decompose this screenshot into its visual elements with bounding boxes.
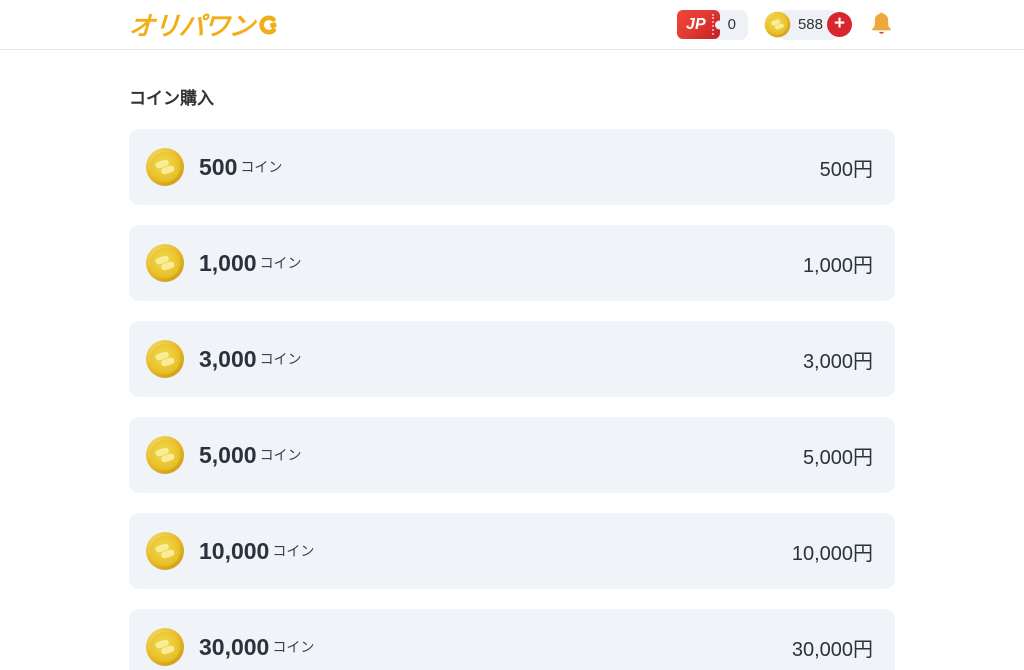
coin-icon xyxy=(145,627,185,667)
main-content: コイン購入 500 コイン 500円 xyxy=(129,84,895,670)
coin-amount: 5,000 xyxy=(199,441,257,468)
coin-icon xyxy=(764,11,791,38)
coin-package-row[interactable]: 500 コイン 500円 xyxy=(129,129,895,205)
coin-unit-label: コイン xyxy=(272,543,315,559)
coin-icon xyxy=(145,339,185,379)
package-price: 1,000円 xyxy=(802,254,873,277)
coin-icon xyxy=(145,435,185,475)
coin-unit-label: コイン xyxy=(259,447,302,463)
logo-paw-icon xyxy=(258,15,278,35)
coin-unit-label: コイン xyxy=(259,351,302,367)
coin-package-row[interactable]: 10,000 コイン 10,000円 xyxy=(129,513,895,589)
package-price: 3,000円 xyxy=(802,350,873,373)
coin-package-row[interactable]: 30,000 コイン 30,000円 xyxy=(129,609,895,670)
package-price: 30,000円 xyxy=(791,638,873,661)
coin-amount: 3,000 xyxy=(199,345,257,372)
coin-package-row[interactable]: 3,000 コイン 3,000円 xyxy=(129,321,895,397)
jp-ticket-icon: JP xyxy=(677,9,720,40)
coin-amount: 1,000 xyxy=(199,249,257,276)
coin-amount: 30,000 xyxy=(199,633,270,660)
notifications-button[interactable] xyxy=(868,10,895,39)
coin-balance-counter: 588 + xyxy=(764,9,852,40)
app-header: オリパワン JP 0 xyxy=(0,0,1024,50)
coin-unit-label: コイン xyxy=(240,159,283,175)
coin-icon xyxy=(145,243,185,283)
coin-icon xyxy=(145,531,185,571)
coin-icon xyxy=(145,147,185,187)
package-price: 10,000円 xyxy=(791,542,873,565)
logo-text: オリパワン xyxy=(128,11,255,41)
package-price: 500円 xyxy=(819,158,873,181)
add-coins-button[interactable]: + xyxy=(827,12,852,37)
bell-icon xyxy=(868,10,895,39)
coin-package-list: 500 コイン 500円 1,000 コイン xyxy=(129,129,895,670)
coin-package-row[interactable]: 5,000 コイン 5,000円 xyxy=(129,417,895,493)
package-price: 5,000円 xyxy=(802,446,873,469)
jp-ticket-counter[interactable]: JP 0 xyxy=(677,9,748,40)
page-title: コイン購入 xyxy=(129,89,214,108)
coin-amount: 10,000 xyxy=(199,537,270,564)
coin-amount: 500 xyxy=(199,153,238,180)
coin-package-row[interactable]: 1,000 コイン 1,000円 xyxy=(129,225,895,301)
logo[interactable]: オリパワン xyxy=(128,6,278,43)
coin-unit-label: コイン xyxy=(259,255,302,271)
coin-unit-label: コイン xyxy=(272,639,315,655)
